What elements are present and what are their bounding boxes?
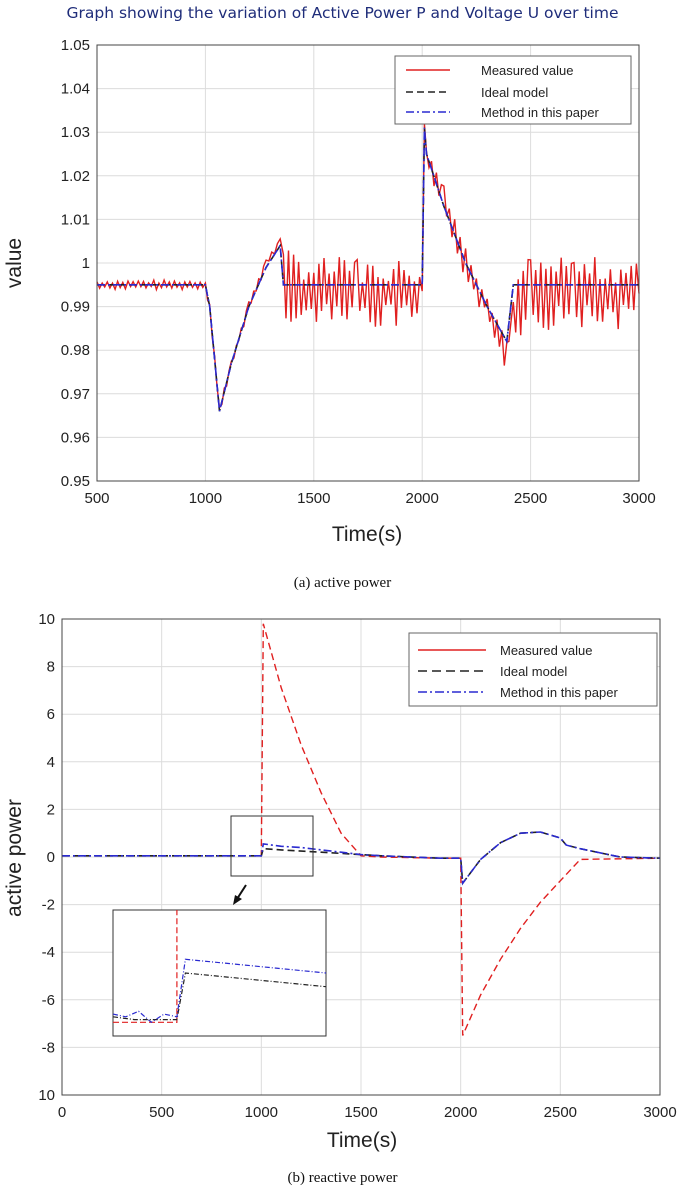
y-tick-label: 0.98	[61, 342, 90, 359]
x-tick-label: 500	[149, 1104, 174, 1121]
x-tick-label: 2000	[406, 490, 439, 507]
y-tick-label: -8	[42, 1039, 55, 1056]
x-tick-label: 2000	[444, 1104, 477, 1121]
y-tick-label: 0.99	[61, 299, 90, 316]
y-tick-label: 2	[47, 801, 55, 818]
y-tick-label: 1.02	[61, 168, 90, 185]
zoom-arrow-head	[233, 895, 242, 905]
x-tick-label: 1500	[297, 490, 330, 507]
legend-measured: Measured value	[500, 643, 593, 658]
y-tick-label: 10	[38, 1087, 55, 1104]
x-tick-label: 0	[58, 1104, 66, 1121]
x-tick-label: 1000	[189, 490, 222, 507]
y-tick-label: 0.97	[61, 386, 90, 403]
y-tick-label: 0.96	[61, 429, 90, 446]
tick-labels: 0 500 1000 1500 2000 2500 3000 10 8 6 4 2 0 -2 -4 -6 -8 1…	[38, 611, 676, 1121]
chart-reactive-power: 0 500 1000 1500 2000 2500 3000 10 8 6 4 2 0 -2 -4 -6 -8 1…	[3, 611, 677, 1152]
y-tick-label: -4	[42, 944, 55, 961]
plot-frame	[61, 618, 661, 1096]
y-tick-label: 4	[47, 754, 55, 771]
series-group	[96, 123, 640, 412]
legend-method: Method in this paper	[481, 105, 599, 120]
caption-active-power: (a) active power	[293, 575, 392, 591]
caption-reactive-power: (b) reactive power	[287, 1170, 398, 1186]
x-tick-label: 1500	[344, 1104, 377, 1121]
y-tick-label: 1.04	[61, 81, 90, 98]
legend-method: Method in this paper	[500, 685, 618, 700]
x-axis-title: Time(s)	[332, 523, 402, 546]
x-tick-label: 3000	[643, 1104, 676, 1121]
y-tick-label: -2	[42, 897, 55, 914]
y-tick-label: 1.01	[61, 211, 90, 228]
y-tick-label: 0.95	[61, 473, 90, 490]
series-ideal-model	[97, 127, 639, 412]
inset-frame	[112, 909, 327, 1037]
x-tick-label: 500	[84, 490, 109, 507]
inset-series-measured-value	[113, 910, 178, 1023]
page-title: Graph showing the variation of Active Po…	[66, 4, 619, 22]
inset-series-group	[112, 910, 327, 1024]
x-axis-title: Time(s)	[327, 1129, 397, 1152]
series-measured-value	[62, 623, 661, 1036]
grid	[62, 619, 660, 1095]
inset-series-ideal-model	[112, 972, 327, 1021]
legend: Measured value Ideal model Method in thi…	[394, 55, 632, 125]
x-tick-label: 2500	[544, 1104, 577, 1121]
tick-labels: 500 1000 1500 2000 2500 3000 0.95 0.96 0.97 0.98 0…	[61, 37, 656, 507]
y-tick-label: 8	[47, 659, 55, 676]
series-group	[62, 623, 661, 1036]
legend-ideal: Ideal model	[481, 85, 548, 100]
y-axis-title: value	[3, 238, 26, 288]
zoom-arrow	[236, 884, 247, 900]
zoom-region-box	[230, 815, 314, 877]
legend-box	[408, 632, 658, 707]
inset-chart	[112, 909, 327, 1037]
y-axis-title: active power	[3, 799, 26, 917]
y-tick-label: 1.03	[61, 124, 90, 141]
legend-ideal: Ideal model	[500, 664, 567, 679]
y-tick-label: 10	[38, 611, 55, 628]
y-tick-label: 6	[47, 706, 55, 723]
plot-frame	[96, 44, 640, 482]
y-tick-label: 1.05	[61, 37, 90, 54]
x-tick-label: 1000	[245, 1104, 278, 1121]
series-method-in-this-paper	[62, 831, 661, 886]
y-tick-label: 1	[82, 255, 90, 272]
legend-measured: Measured value	[481, 63, 574, 78]
legend: Measured value Ideal model Method in thi…	[408, 632, 658, 707]
chart-active-power: 500 1000 1500 2000 2500 3000 0.95 0.96 0.97 0.98 0…	[3, 37, 656, 546]
x-tick-label: 2500	[514, 490, 547, 507]
inset-series-method-in-this-paper	[112, 958, 327, 1024]
y-tick-label: 0	[47, 849, 55, 866]
y-tick-label: -6	[42, 992, 55, 1009]
series-method-in-this-paper	[97, 127, 639, 412]
x-tick-label: 3000	[622, 490, 655, 507]
